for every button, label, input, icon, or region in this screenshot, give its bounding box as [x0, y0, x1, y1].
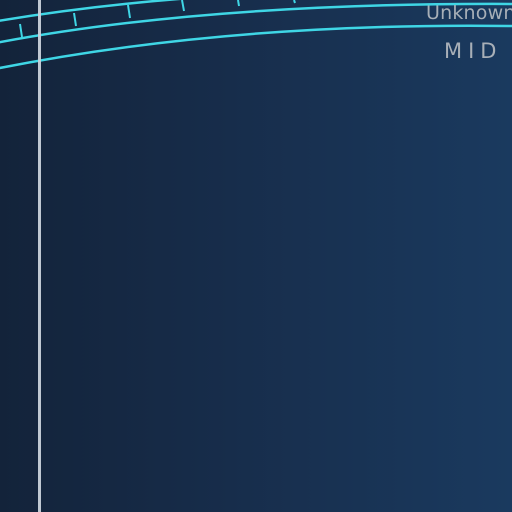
tick-mark [237, 0, 240, 7]
tick-mark [293, 0, 296, 4]
tick-mark [19, 23, 23, 38]
track-title: Unknown [426, 2, 512, 24]
tick-mark [73, 12, 77, 27]
arc-outer-top [0, 0, 182, 22]
arc-tick-band [0, 2, 512, 44]
tick-mark [127, 4, 131, 19]
arc-lower [0, 24, 512, 70]
tick-marks [19, 0, 296, 38]
playhead-line[interactable] [38, 0, 41, 512]
band-label: MID [444, 39, 503, 63]
tick-mark [181, 0, 185, 12]
